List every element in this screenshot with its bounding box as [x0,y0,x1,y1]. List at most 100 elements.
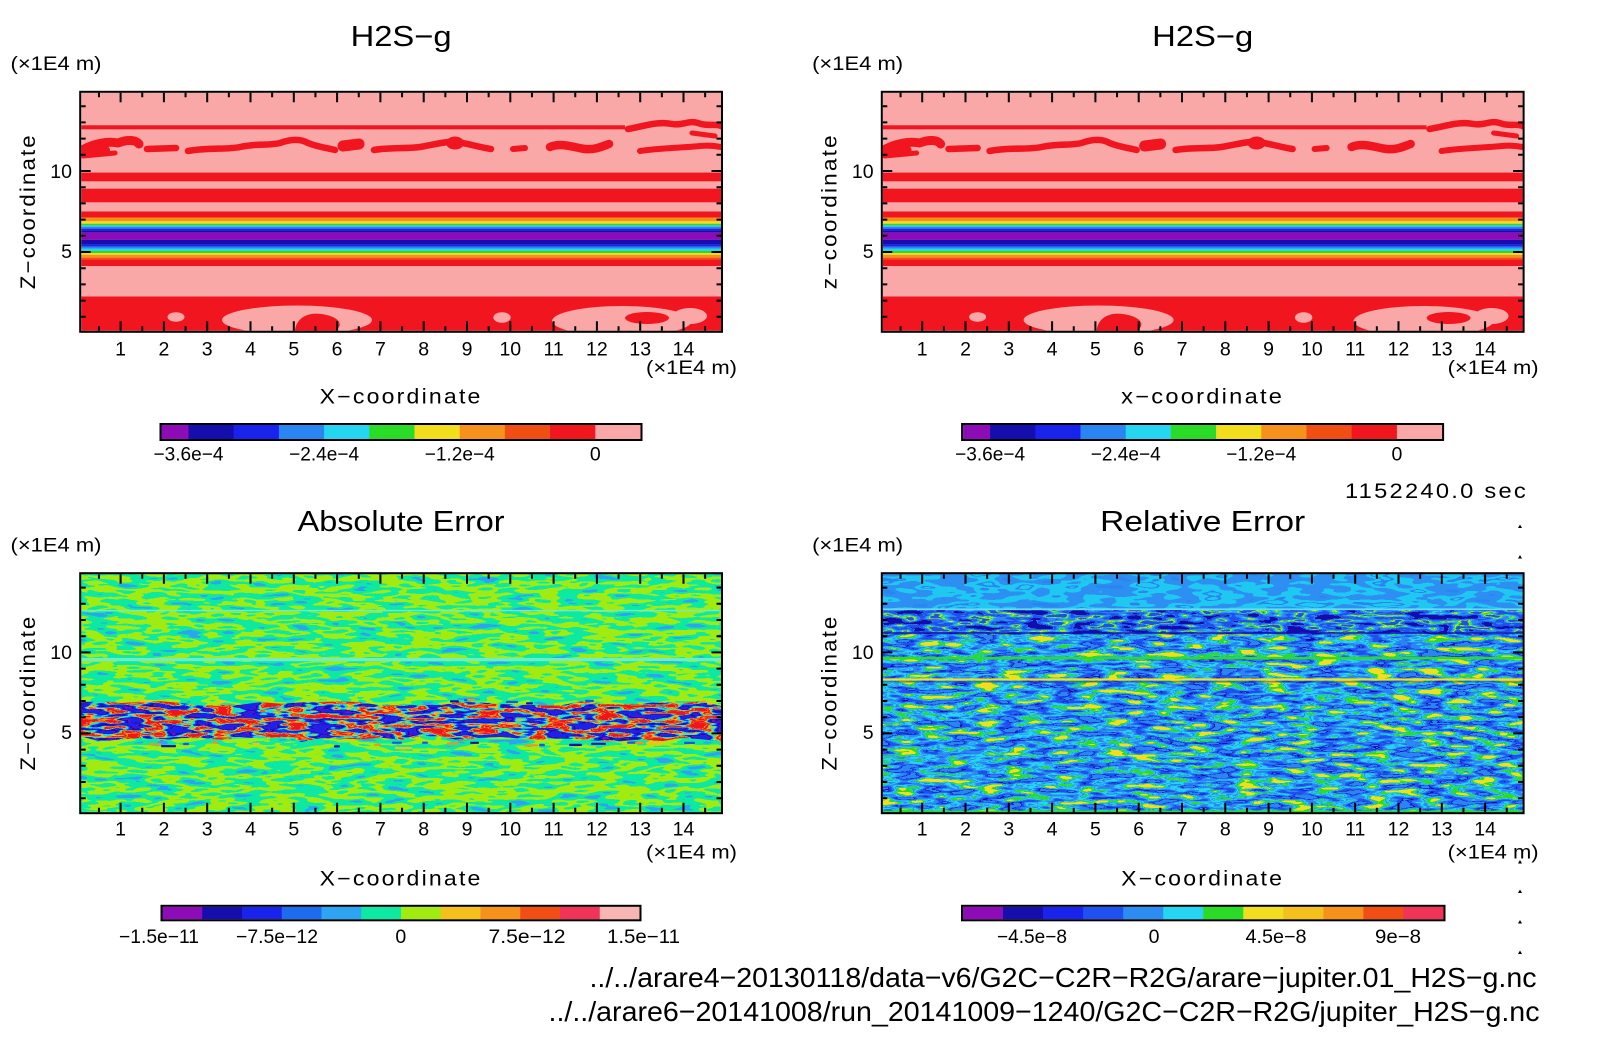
svg-text:7: 7 [375,819,386,841]
svg-text:13: 13 [629,819,651,841]
svg-text:0: 0 [590,444,601,466]
svg-text:11: 11 [543,819,563,841]
svg-text:10: 10 [50,642,72,664]
svg-text:3: 3 [202,819,213,841]
svg-text:1: 1 [917,339,928,361]
svg-text:5: 5 [61,722,72,744]
svg-text:14: 14 [1474,819,1496,841]
svg-text:H2S−g: H2S−g [1152,21,1253,53]
svg-text:5: 5 [863,722,874,744]
svg-text:1: 1 [115,339,126,361]
svg-text:−1.5e−11: −1.5e−11 [119,926,199,948]
svg-text:0: 0 [395,926,406,948]
svg-text:(×1E4 m): (×1E4 m) [646,842,737,864]
svg-text:3: 3 [202,339,213,361]
svg-text:X−coordinate: X−coordinate [320,868,483,891]
svg-text:x−coordinate: x−coordinate [1121,386,1284,409]
svg-text:8: 8 [1220,819,1231,841]
svg-text:5: 5 [863,241,874,263]
svg-text:13: 13 [1431,819,1453,841]
svg-text:(×1E4 m): (×1E4 m) [812,535,903,557]
svg-text:(×1E4 m): (×1E4 m) [812,53,903,75]
svg-text:10: 10 [852,161,874,183]
svg-text:−1.2e−4: −1.2e−4 [1226,444,1296,466]
svg-text:7.5e−12: 7.5e−12 [489,926,566,948]
svg-text:8: 8 [418,339,429,361]
svg-text:10: 10 [1301,339,1323,361]
svg-text:Z−coordinate: Z−coordinate [17,615,40,771]
svg-text:3: 3 [1003,339,1014,361]
svg-text:13: 13 [1431,339,1453,361]
svg-text:5: 5 [1090,819,1101,841]
svg-text:9: 9 [462,339,473,361]
svg-text:4: 4 [245,819,256,841]
svg-text:z−coordinate: z−coordinate [819,133,842,289]
svg-text:6: 6 [1133,819,1144,841]
svg-text:6: 6 [1133,339,1144,361]
svg-text:2: 2 [158,819,169,841]
svg-text:14: 14 [673,819,695,841]
svg-text:H2S−g: H2S−g [351,21,452,53]
svg-text:9: 9 [1263,819,1274,841]
svg-text:Relative Error: Relative Error [1100,506,1305,538]
svg-text:4: 4 [245,339,256,361]
svg-text:0: 0 [1391,444,1402,466]
svg-text:(×1E4 m): (×1E4 m) [11,535,102,557]
svg-text:−7.5e−12: −7.5e−12 [236,926,318,948]
svg-text:(×1E4 m): (×1E4 m) [11,53,102,75]
svg-text:9e−8: 9e−8 [1375,926,1421,948]
svg-text:11: 11 [1345,339,1365,361]
svg-text:2: 2 [960,339,971,361]
svg-text:10: 10 [852,642,874,664]
svg-text:5: 5 [288,819,299,841]
svg-text:−4.5e−8: −4.5e−8 [997,926,1067,948]
svg-text:../../arare6−20141008/run_2014: ../../arare6−20141008/run_20141009−1240/… [549,996,1540,1027]
svg-text:2: 2 [960,819,971,841]
svg-text:5: 5 [1090,339,1101,361]
svg-text:7: 7 [1177,339,1188,361]
svg-text:(×1E4 m): (×1E4 m) [1448,357,1539,379]
svg-text:−2.4e−4: −2.4e−4 [1091,444,1161,466]
svg-text:9: 9 [1263,339,1274,361]
svg-text:X−coordinate: X−coordinate [320,386,483,409]
svg-text:10: 10 [1301,819,1323,841]
svg-text:2: 2 [158,339,169,361]
svg-text:11: 11 [1345,819,1365,841]
svg-text:10: 10 [50,161,72,183]
svg-text:10: 10 [499,339,521,361]
svg-text:3: 3 [1003,819,1014,841]
svg-text:Z−coordinate: Z−coordinate [819,615,842,771]
svg-text:7: 7 [375,339,386,361]
svg-text:6: 6 [332,339,343,361]
svg-text:12: 12 [1388,819,1410,841]
svg-text:5: 5 [61,241,72,263]
svg-text:1: 1 [917,819,928,841]
svg-text:7: 7 [1177,819,1188,841]
svg-text:12: 12 [586,339,608,361]
svg-text:8: 8 [418,819,429,841]
svg-text:X−coordinate: X−coordinate [1121,868,1284,891]
svg-text:−3.6e−4: −3.6e−4 [955,444,1025,466]
svg-text:−1.2e−4: −1.2e−4 [425,444,495,466]
svg-text:Z−coordinate: Z−coordinate [17,133,40,289]
svg-text:1.5e−11: 1.5e−11 [607,926,680,948]
svg-text:6: 6 [332,819,343,841]
svg-text:12: 12 [1388,339,1410,361]
svg-text:9: 9 [462,819,473,841]
svg-text:(×1E4 m): (×1E4 m) [646,357,737,379]
svg-text:4.5e−8: 4.5e−8 [1246,926,1307,948]
svg-text:11: 11 [543,339,563,361]
svg-text:8: 8 [1220,339,1231,361]
svg-text:5: 5 [288,339,299,361]
svg-text:−3.6e−4: −3.6e−4 [154,444,224,466]
svg-text:4: 4 [1047,339,1058,361]
svg-text:1152240.0 sec: 1152240.0 sec [1345,480,1528,503]
svg-text:4: 4 [1047,819,1058,841]
svg-text:−2.4e−4: −2.4e−4 [289,444,359,466]
svg-text:13: 13 [629,339,651,361]
svg-text:../../arare4−20130118/data−v6/: ../../arare4−20130118/data−v6/G2C−C2R−R2… [590,962,1537,993]
svg-text:14: 14 [673,339,695,361]
svg-text:(×1E4 m): (×1E4 m) [1448,842,1539,864]
svg-text:0: 0 [1149,926,1160,948]
svg-text:14: 14 [1474,339,1496,361]
